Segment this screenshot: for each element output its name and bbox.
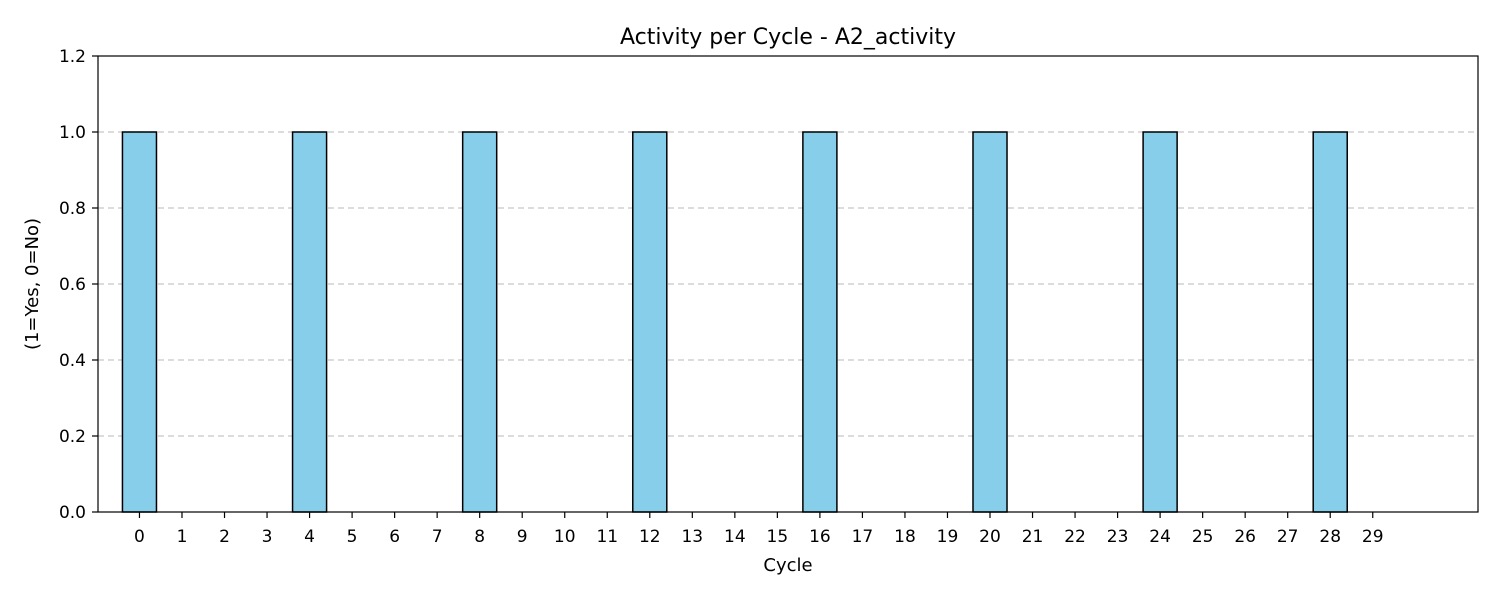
y-tick-label: 0.6 [59,275,86,295]
y-axis-ticks: 0.0 0.2 0.4 0.6 0.8 1.0 1.2 [59,47,98,523]
x-tick-label: 25 [1192,527,1214,547]
x-tick-label: 15 [767,527,789,547]
bar [1142,131,1178,513]
y-tick-label: 1.0 [59,123,86,143]
bars [121,131,1348,513]
y-tick-label: 0.0 [59,503,86,523]
x-tick-label: 23 [1107,527,1129,547]
x-tick-label: 11 [596,527,618,547]
x-tick-label: 27 [1277,527,1299,547]
x-axis-ticks: 0 1 2 3 4 5 6 7 8 9 10 11 12 13 14 15 16 17 18 19 20 21 22 23 24… [134,512,1384,547]
x-tick-label: 8 [474,527,485,547]
x-tick-label: 29 [1362,527,1384,547]
x-tick-label: 13 [681,527,703,547]
x-tick-label: 10 [554,527,576,547]
x-tick-label: 6 [389,527,400,547]
x-axis-label: Cycle [763,555,812,576]
x-tick-label: 7 [432,527,443,547]
grid-lines [98,131,1478,437]
x-tick-label: 1 [177,527,188,547]
y-tick-label: 0.2 [59,427,86,447]
x-tick-label: 21 [1022,527,1044,547]
x-tick-label: 22 [1064,527,1086,547]
bar [972,131,1008,513]
y-tick-label: 1.2 [59,47,86,67]
bar [632,131,668,513]
x-tick-label: 26 [1234,527,1256,547]
x-tick-label: 20 [979,527,1001,547]
x-tick-label: 24 [1149,527,1171,547]
x-tick-label: 5 [347,527,358,547]
x-tick-label: 14 [724,527,746,547]
bar [121,131,158,513]
x-tick-label: 0 [134,527,145,547]
chart-title: Activity per Cycle - A2_activity [620,25,956,50]
bar [1312,131,1348,513]
x-tick-label: 3 [262,527,273,547]
x-tick-label: 18 [894,527,916,547]
x-tick-label: 17 [852,527,874,547]
x-tick-label: 28 [1319,527,1341,547]
bar [291,131,328,513]
bar [461,131,498,513]
x-tick-label: 12 [639,527,661,547]
x-tick-label: 16 [809,527,831,547]
y-tick-label: 0.4 [59,351,86,371]
y-tick-label: 0.8 [59,199,86,219]
x-tick-label: 19 [937,527,959,547]
x-tick-label: 9 [517,527,528,547]
bar [802,131,838,513]
x-tick-label: 4 [304,527,315,547]
x-tick-label: 2 [219,527,230,547]
y-axis-label: (1=Yes, 0=No) [22,218,43,350]
